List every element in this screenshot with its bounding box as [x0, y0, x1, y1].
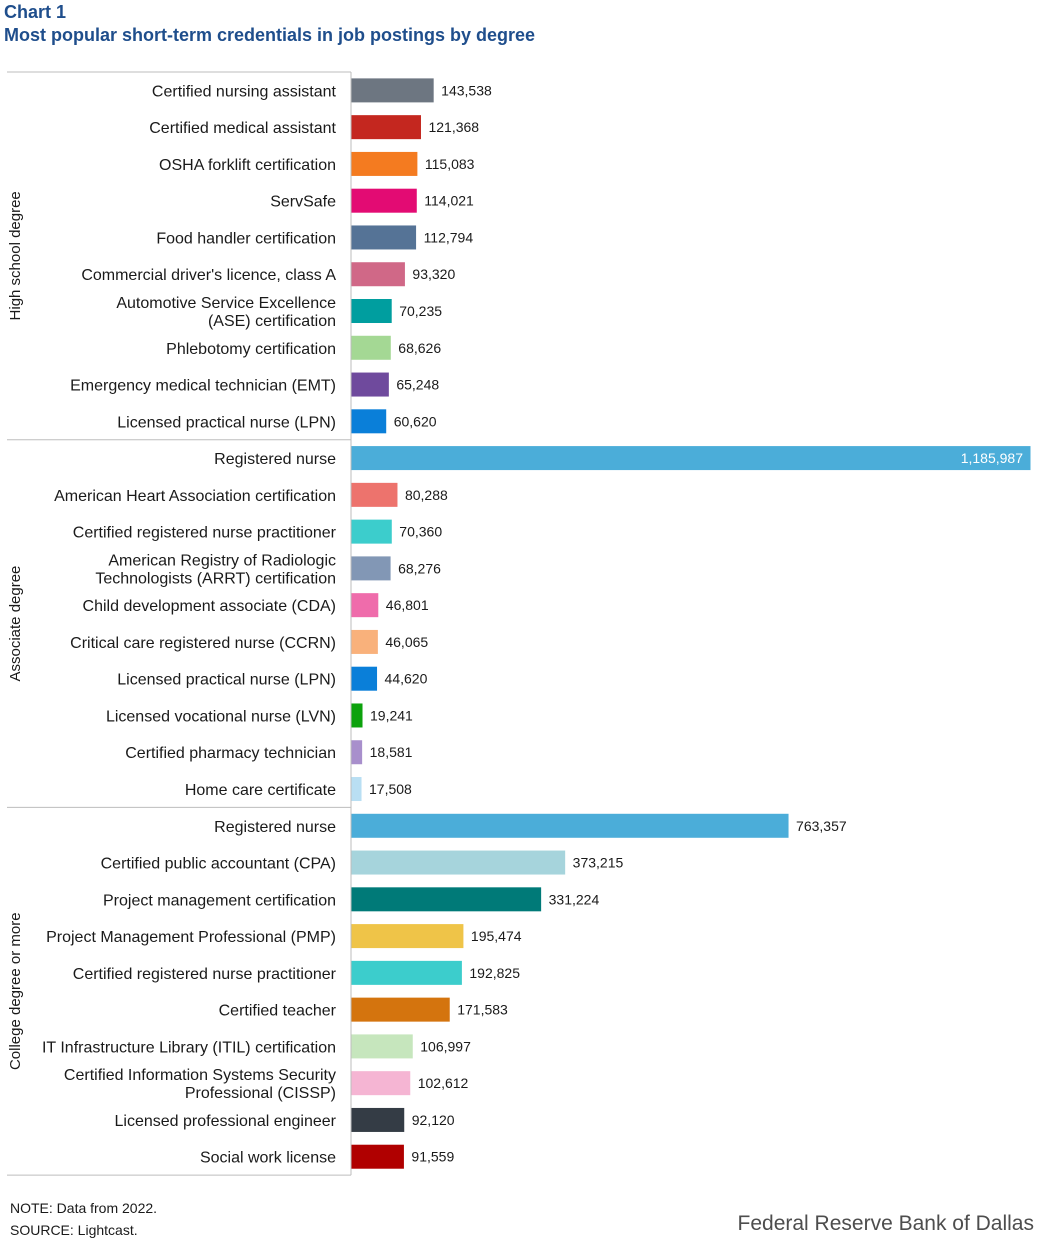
group-label: Associate degree [7, 566, 24, 682]
category-label: American Heart Association certification [54, 488, 336, 505]
bar [351, 703, 363, 728]
category-label: Project Management Professional (PMP) [46, 929, 336, 946]
category-label: Licensed vocational nurse (LVN) [106, 708, 336, 725]
bar [351, 629, 378, 654]
category-label: Child development associate (CDA) [83, 598, 336, 615]
bar [351, 924, 464, 949]
group-label: College degree or more [7, 912, 24, 1070]
data-label: 195,474 [471, 928, 522, 944]
data-label: 17,508 [369, 781, 412, 797]
group-label: High school degree [7, 191, 24, 320]
bar [351, 887, 542, 912]
chart-label: Chart 1 [4, 2, 67, 22]
data-label: 65,248 [396, 377, 439, 393]
category-label: American Registry of Radiologic Technolog… [95, 552, 336, 587]
data-label: 102,612 [418, 1075, 469, 1091]
category-label: Certified medical assistant [149, 120, 336, 137]
data-label: 331,224 [549, 891, 600, 907]
category-label: Commercial driver's licence, class A [81, 267, 336, 284]
data-label: 373,215 [573, 855, 624, 871]
category-label: Certified Information Systems Security Pr… [64, 1067, 336, 1102]
bar [351, 151, 418, 176]
data-label: 93,320 [412, 266, 455, 282]
bar [351, 666, 378, 691]
category-label: Project management certification [103, 892, 336, 909]
category-label: Licensed practical nurse (LPN) [117, 414, 336, 431]
data-label: 18,581 [370, 744, 413, 760]
chart-title: Most popular short-term credentials in j… [4, 25, 536, 45]
data-label: 112,794 [424, 229, 474, 245]
brand-logo-text: Federal Reserve Bank of Dallas [737, 1212, 1034, 1235]
bar [351, 997, 450, 1022]
category-label: Registered nurse [214, 819, 336, 836]
data-label: 115,083 [425, 156, 475, 172]
category-label: Licensed practical nurse (LPN) [117, 672, 336, 689]
bar [351, 188, 417, 213]
category-label: Automotive Service Excellence (ASE) certi… [116, 295, 336, 330]
category-label: Certified nursing assistant [152, 83, 337, 100]
category-label: IT Infrastructure Library (ITIL) certifi… [42, 1039, 336, 1056]
data-label: 44,620 [385, 671, 428, 687]
bar [351, 593, 379, 618]
bar [351, 409, 387, 434]
bar [351, 1034, 413, 1059]
bar [351, 850, 566, 875]
bar [351, 335, 391, 360]
category-label: OSHA forklift certification [159, 157, 336, 174]
category-label: Certified registered nurse practitioner [73, 966, 337, 983]
bar [351, 1144, 404, 1169]
data-label: 70,360 [399, 524, 442, 540]
bar [351, 740, 363, 765]
data-label: 46,065 [385, 634, 428, 650]
data-label: 114,021 [424, 193, 474, 209]
bar [351, 813, 789, 838]
chart-note: NOTE: Data from 2022. [10, 1200, 158, 1216]
data-label: 192,825 [469, 965, 520, 981]
data-label: 68,276 [398, 560, 441, 576]
data-label: 106,997 [420, 1038, 471, 1054]
category-label: ServSafe [270, 194, 336, 211]
data-label: 46,801 [386, 597, 429, 613]
category-label: Emergency medical technician (EMT) [70, 378, 336, 395]
category-label: Certified teacher [219, 1003, 337, 1020]
bar [351, 372, 389, 397]
data-label: 171,583 [457, 1002, 508, 1018]
bar [351, 519, 392, 544]
bar [351, 225, 417, 250]
data-label: 19,241 [370, 707, 413, 723]
bar [351, 78, 434, 103]
bar [351, 1071, 411, 1096]
bar [351, 960, 462, 985]
category-label: Social work license [200, 1150, 336, 1167]
bar [351, 299, 392, 324]
data-label: 92,120 [412, 1112, 455, 1128]
data-label: 60,620 [394, 413, 437, 429]
data-label: 91,559 [411, 1149, 454, 1165]
data-label: 143,538 [441, 82, 492, 98]
data-label: 70,235 [399, 303, 442, 319]
bar [351, 115, 421, 140]
bar [351, 1107, 405, 1132]
data-label: 121,368 [428, 119, 479, 135]
data-label: 763,357 [796, 818, 847, 834]
category-label: Critical care registered nurse (CCRN) [70, 635, 336, 652]
category-label: Registered nurse [214, 451, 336, 468]
bar [351, 262, 405, 287]
category-label: Certified public accountant (CPA) [101, 856, 336, 873]
bar [351, 482, 398, 507]
category-label: Home care certificate [185, 782, 336, 799]
chart-source: SOURCE: Lightcast. [10, 1222, 138, 1238]
category-label: Food handler certification [156, 230, 336, 247]
data-label: 1,185,987 [961, 450, 1023, 466]
bar [351, 446, 1031, 471]
category-label: Phlebotomy certification [166, 341, 336, 358]
category-label: Licensed professional engineer [115, 1113, 337, 1130]
category-label: Certified registered nurse practitioner [73, 525, 337, 542]
data-label: 68,626 [398, 340, 441, 356]
bar [351, 777, 362, 802]
bar [351, 556, 391, 581]
category-label: Certified pharmacy technician [125, 745, 336, 762]
data-label: 80,288 [405, 487, 448, 503]
